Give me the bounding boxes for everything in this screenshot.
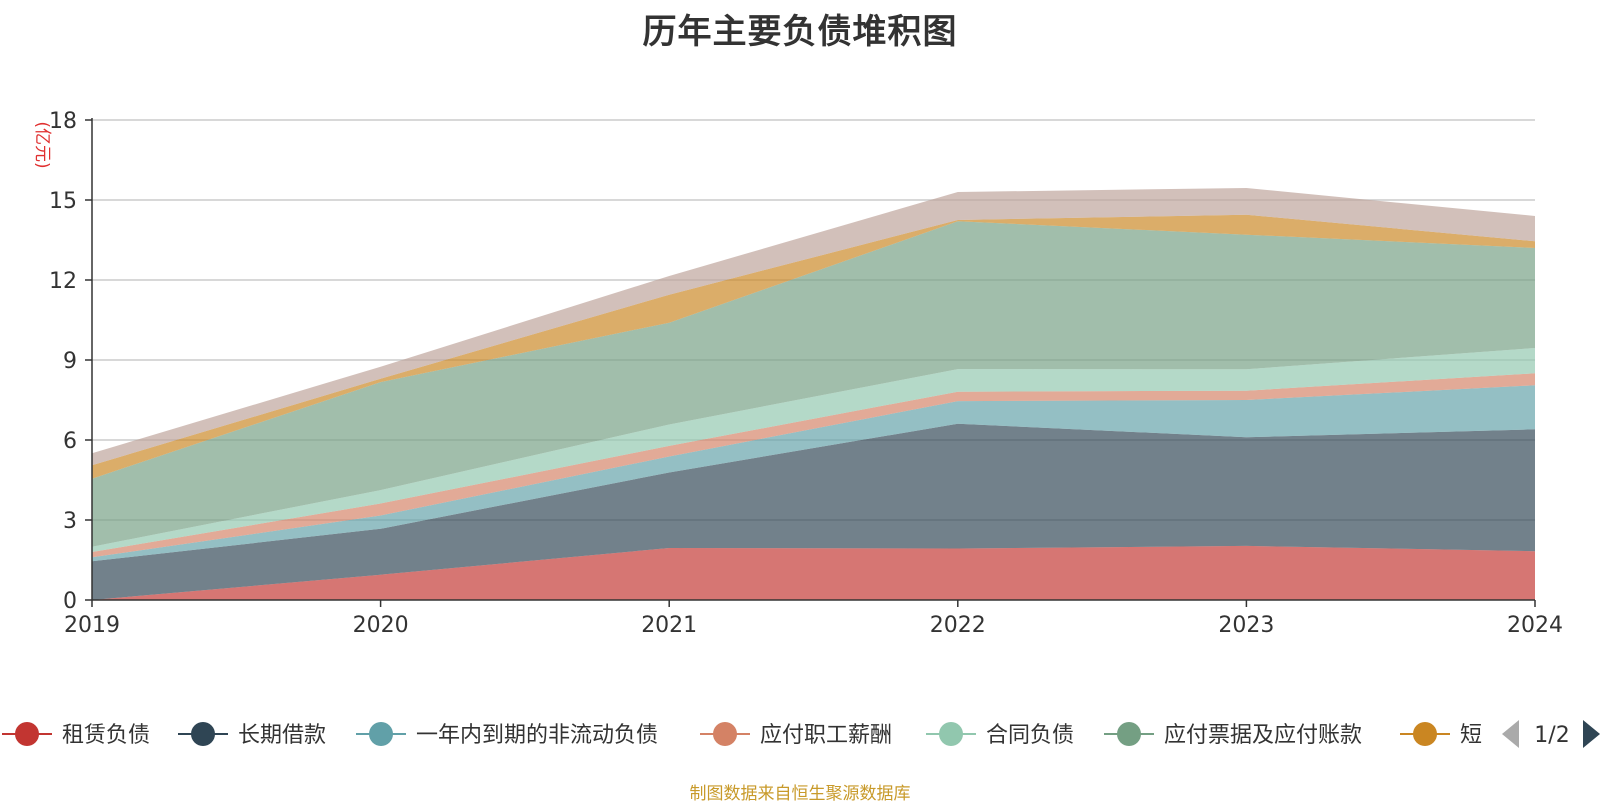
y-tick-label: 0 <box>63 589 77 614</box>
area-series-group <box>92 188 1535 600</box>
x-tick-label: 2020 <box>353 613 409 638</box>
area-series-6[interactable] <box>92 221 1535 547</box>
x-tick-label: 2021 <box>641 613 697 638</box>
legend-marker <box>939 722 963 746</box>
legend-marker <box>1117 722 1141 746</box>
legend-item[interactable]: 合同负债 <box>926 722 1074 748</box>
legend-item[interactable]: 租赁负债 <box>2 722 150 748</box>
legend-next-page-icon[interactable] <box>1583 720 1600 748</box>
chart-title: 历年主要负债堆积图 <box>642 12 958 52</box>
legend-label: 应付票据及应付账款 <box>1164 723 1362 748</box>
y-axis-unit-label: (亿元) <box>32 121 52 168</box>
legend-item[interactable]: 长期借款 <box>178 722 326 748</box>
legend-item[interactable]: 一年内到期的非流动负债 <box>356 722 658 748</box>
legend-label: 短 <box>1460 723 1482 748</box>
area-series-8[interactable] <box>92 188 1535 466</box>
y-tick-label: 12 <box>49 269 77 294</box>
x-tick-label: 2019 <box>64 613 120 638</box>
area-series-7[interactable] <box>92 214 1535 479</box>
legend-marker <box>713 722 737 746</box>
source-note: 制图数据来自恒生聚源数据库 <box>689 784 911 804</box>
area-series-5[interactable] <box>92 348 1535 552</box>
area-series-3[interactable] <box>92 385 1535 562</box>
legend: 租赁负债 长期借款 一年内到期的非流动负债 应付职工薪酬 合同负债 应付票据及应付账款 短 1… <box>2 720 1600 748</box>
legend-label: 应付职工薪酬 <box>760 723 892 748</box>
y-tick-label: 6 <box>63 429 77 454</box>
legend-item[interactable]: 短 <box>1400 722 1482 748</box>
x-tick-label: 2023 <box>1218 613 1274 638</box>
area-series-2[interactable] <box>92 423 1535 600</box>
y-tick-label: 15 <box>49 189 77 214</box>
y-tick-label: 18 <box>49 109 77 134</box>
legend-label: 租赁负债 <box>62 723 150 748</box>
area-series-1[interactable] <box>92 545 1535 600</box>
y-tick-label: 9 <box>63 349 77 374</box>
area-series-4[interactable] <box>92 373 1535 558</box>
legend-marker <box>369 722 393 746</box>
x-tick-label: 2024 <box>1507 613 1563 638</box>
legend-page-indicator: 1/2 <box>1534 723 1569 748</box>
legend-label: 长期借款 <box>238 723 326 748</box>
axes: 0 3 6 9 12 15 18 2019 2020 2021 2022 2023 2024 <box>49 109 1563 638</box>
legend-marker <box>1413 722 1437 746</box>
legend-item[interactable]: 应付票据及应付账款 <box>1104 722 1362 748</box>
legend-label: 一年内到期的非流动负债 <box>416 723 658 748</box>
legend-label: 合同负债 <box>986 723 1074 748</box>
legend-item[interactable]: 应付职工薪酬 <box>700 722 892 748</box>
x-tick-label: 2022 <box>930 613 986 638</box>
legend-marker <box>15 722 39 746</box>
legend-prev-page-icon[interactable] <box>1502 720 1519 748</box>
legend-marker <box>191 722 215 746</box>
y-tick-label: 3 <box>63 509 77 534</box>
